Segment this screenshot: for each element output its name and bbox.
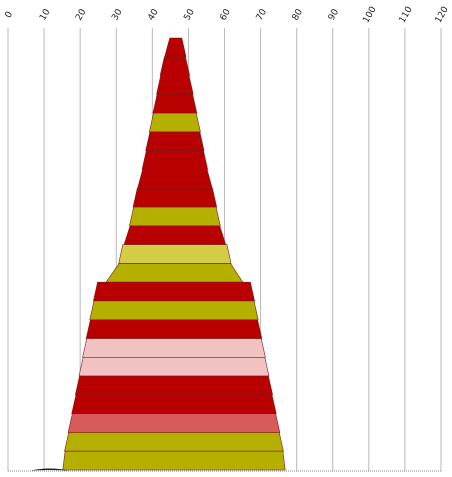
bars <box>62 37 286 471</box>
bar-21 <box>67 413 281 433</box>
x-tick-label: 120 <box>434 5 451 25</box>
bar-11 <box>123 225 227 245</box>
bar-17 <box>82 338 266 358</box>
bar-14 <box>93 281 255 302</box>
bar-10 <box>129 206 221 227</box>
bar-13 <box>105 263 244 283</box>
bar-18 <box>78 357 270 377</box>
x-tick-label: 100 <box>361 5 378 25</box>
bar-20 <box>71 394 277 414</box>
bar-2 <box>159 56 190 76</box>
bar-1 <box>164 37 187 58</box>
bar-8 <box>137 169 213 189</box>
x-tick-label: 90 <box>327 7 342 22</box>
bar-23 <box>62 450 286 471</box>
bar-19 <box>74 375 273 396</box>
bar-12 <box>118 244 232 264</box>
x-tick-label: 10 <box>38 7 53 22</box>
bar-6 <box>145 131 205 151</box>
x-tick-label: 60 <box>219 7 234 22</box>
bar-16 <box>85 319 263 339</box>
baseline-marker <box>30 468 69 471</box>
bar-3 <box>156 75 194 95</box>
bar-7 <box>141 150 209 170</box>
x-tick-label: 50 <box>182 7 197 22</box>
x-tick-label: 40 <box>146 7 161 22</box>
x-tick-label: 30 <box>110 7 125 22</box>
x-tick-label: 0 <box>4 10 16 20</box>
x-tick-labels: 0 10 20 30 40 50 60 70 80 90 100 110 120 <box>4 5 452 25</box>
x-tick-label: 20 <box>74 7 89 22</box>
bar-5 <box>148 112 201 133</box>
x-tick-label: 80 <box>291 7 306 22</box>
bar-4 <box>152 94 198 114</box>
bar-22 <box>64 432 284 452</box>
bar-9 <box>132 187 218 208</box>
x-tick-label: 110 <box>398 5 415 25</box>
x-tick-label: 70 <box>255 7 270 22</box>
bar-15 <box>89 300 259 321</box>
